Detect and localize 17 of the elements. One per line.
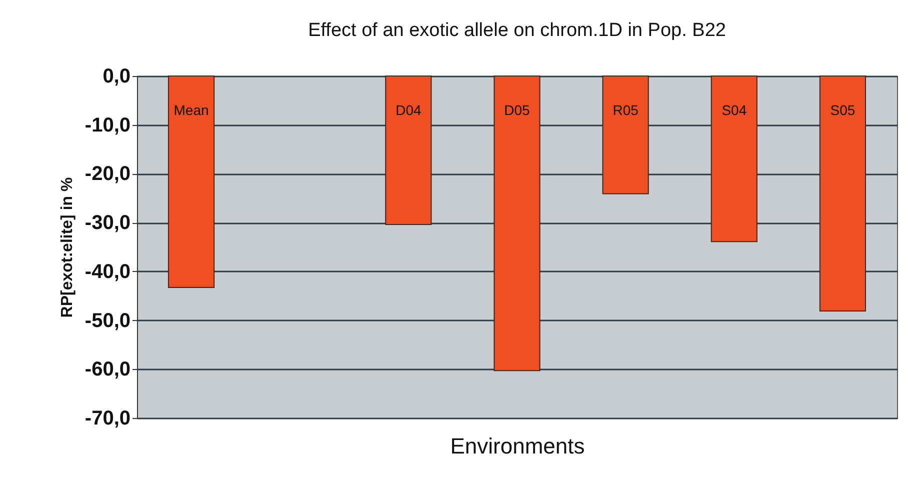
- y-tick-label: -60,0: [84, 358, 130, 381]
- x-tick-label: S04: [722, 102, 747, 118]
- y-tick-label: -10,0: [84, 114, 130, 136]
- y-tick-label: -30,0: [84, 212, 130, 234]
- y-tick-label: -20,0: [84, 163, 130, 186]
- x-tick-label: D05: [504, 102, 530, 118]
- x-tick-label: S05: [830, 102, 856, 118]
- y-tick-label: 0,0: [102, 66, 130, 88]
- y-tick-label: -70,0: [84, 408, 130, 430]
- x-tick-label: R05: [612, 102, 639, 118]
- x-axis-title: Environments: [450, 434, 585, 458]
- chart-title: Effect of an exotic allele on chrom.1D in Pop. B22: [308, 20, 726, 41]
- x-tick-label: D04: [396, 102, 422, 118]
- y-axis-title: RP[exot:elite] in %: [58, 177, 76, 318]
- y-tick-label: -50,0: [84, 310, 130, 332]
- y-tick-label: -40,0: [84, 260, 130, 283]
- x-tick-label: Mean: [174, 102, 209, 118]
